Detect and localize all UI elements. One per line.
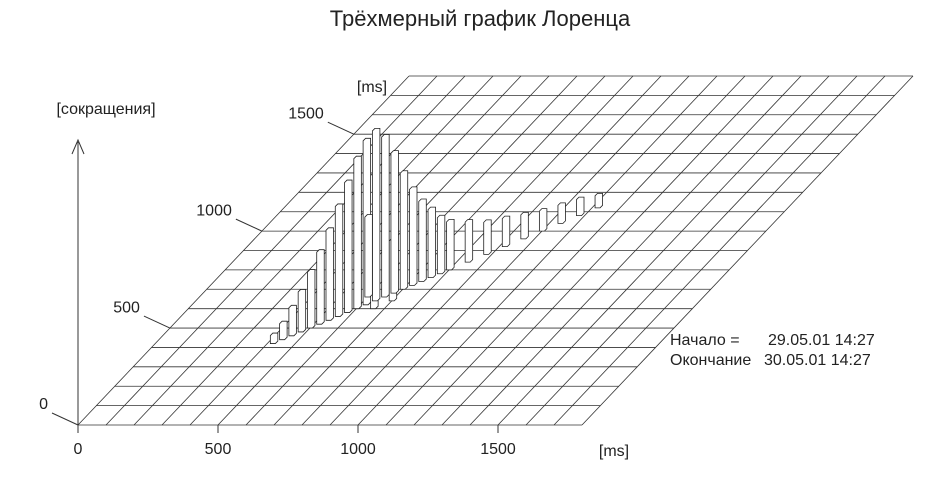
bar — [316, 249, 325, 325]
bar — [344, 179, 353, 313]
bar — [371, 128, 381, 302]
bar — [325, 227, 334, 321]
bar — [269, 332, 279, 344]
x-tick-label: 0 — [74, 441, 83, 458]
bar — [334, 203, 344, 317]
bar — [297, 289, 307, 333]
bar — [288, 304, 297, 337]
bar — [538, 208, 548, 232]
z-axis-label: [сокращения] — [56, 101, 155, 118]
y-tick-label: 500 — [113, 299, 140, 316]
bar — [409, 186, 418, 286]
annotation-label: Начало = — [670, 332, 740, 349]
bar — [381, 134, 390, 298]
x-tick-label: 1500 — [480, 441, 516, 458]
chart-title: Трёхмерный график Лоренца — [330, 6, 631, 31]
bar — [576, 196, 585, 216]
annotation-value: 30.05.01 14:27 — [764, 352, 871, 369]
bar — [399, 170, 409, 290]
bar — [279, 320, 288, 341]
y-tick — [143, 315, 171, 329]
annotation-value: 29.05.01 14:27 — [768, 332, 875, 349]
y-tick — [235, 218, 263, 232]
bar — [364, 214, 373, 298]
bar — [353, 155, 362, 310]
bar — [483, 219, 492, 255]
y-tick-label: 1000 — [196, 202, 232, 219]
y-tick — [327, 121, 355, 135]
x-tick-label: 1000 — [340, 441, 376, 458]
annotation-label: Окончание — [670, 352, 751, 369]
bar — [436, 214, 446, 275]
y-tick — [51, 412, 79, 426]
bar — [464, 219, 474, 263]
bar — [501, 215, 511, 248]
bar — [418, 198, 427, 282]
y-axis-unit: [ms] — [357, 79, 387, 96]
bar — [446, 218, 455, 271]
y-tick-label: 0 — [39, 396, 48, 413]
x-axis-unit: [ms] — [599, 443, 629, 460]
bar — [390, 150, 399, 294]
y-tick-label: 1500 — [288, 105, 324, 122]
bar — [427, 206, 436, 279]
bar — [307, 269, 316, 329]
bar — [520, 211, 529, 240]
x-tick-label: 500 — [205, 441, 232, 458]
z-axis-arrow — [71, 138, 85, 155]
bar — [594, 192, 603, 209]
annotations: Начало = 29.05.01 14:27 Окончание 30.05.… — [670, 332, 875, 369]
bar — [557, 202, 566, 224]
bars — [269, 128, 603, 344]
